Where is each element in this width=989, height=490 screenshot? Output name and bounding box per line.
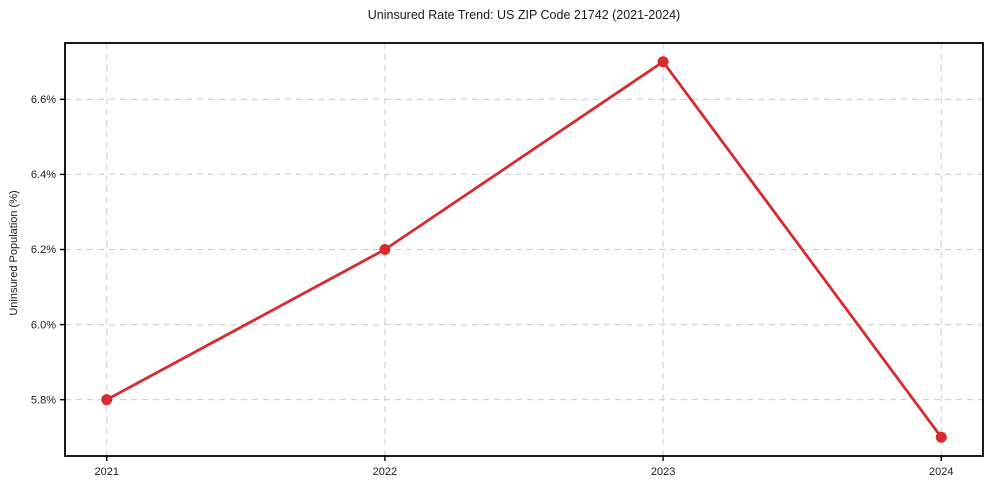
data-point bbox=[379, 244, 391, 255]
y-tick-label: 6.6% bbox=[31, 94, 56, 106]
y-tick-label: 6.2% bbox=[31, 244, 56, 256]
trend-line bbox=[105, 60, 943, 439]
data-point bbox=[101, 394, 113, 406]
y-tick-label: 6.0% bbox=[31, 319, 56, 331]
y-tick-label: 5.8% bbox=[31, 394, 56, 406]
data-point bbox=[935, 431, 947, 443]
y-tick-label: 6.4% bbox=[31, 169, 56, 181]
chart-title: Uninsured Rate Trend: US ZIP Code 21742 … bbox=[367, 8, 681, 22]
x-tick-label: 2023 bbox=[651, 466, 675, 478]
data-point bbox=[657, 56, 669, 68]
x-tick-label: 2024 bbox=[929, 466, 953, 478]
x-tick-label: 2022 bbox=[373, 466, 397, 478]
x-tick-label: 2021 bbox=[94, 466, 118, 478]
